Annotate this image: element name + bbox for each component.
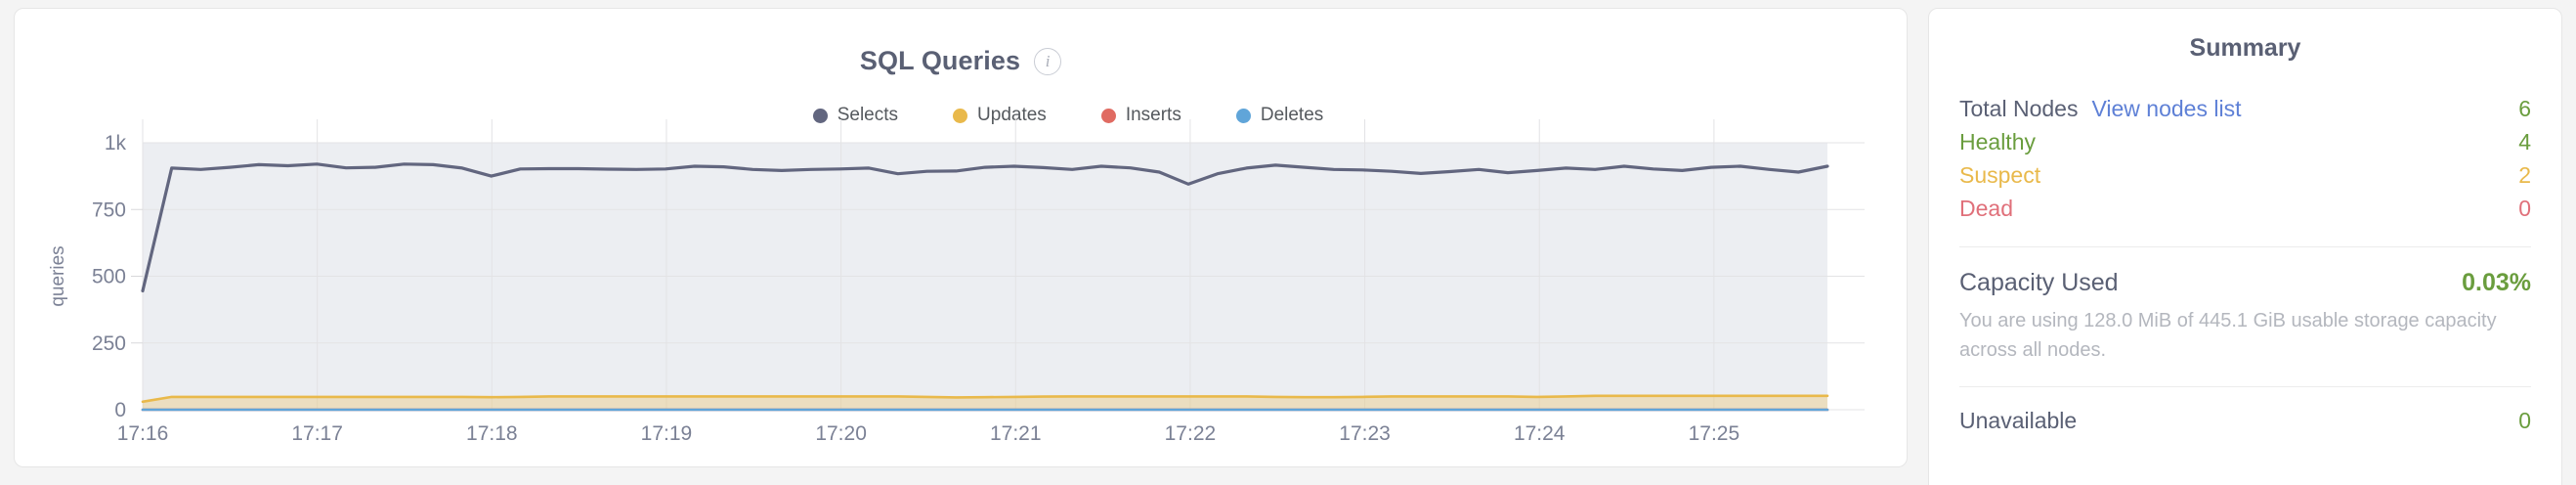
capacity-used-row: Capacity Used 0.03%	[1956, 269, 2534, 297]
x-tick-label: 17:25	[1689, 422, 1740, 445]
legend-dot-icon	[953, 108, 968, 123]
capacity-used-label: Capacity Used	[1959, 269, 2119, 296]
summary-label-dead: Dead	[1959, 196, 2013, 221]
page-title: SQL Queries	[859, 46, 1021, 75]
summary-label-healthy: Healthy	[1959, 129, 2036, 154]
capacity-used-description: You are using 128.0 MiB of 445.1 GiB usa…	[1959, 310, 2497, 361]
summary-value-dead: 0	[2518, 196, 2531, 221]
y-tick-label: 500	[92, 266, 126, 288]
sql-queries-plot[interactable]: 0 250 500 750 1k 17:16 17:17 17:18 17:19 17:20 17:…	[15, 9, 1907, 466]
y-tick-label: 1k	[105, 132, 127, 154]
x-tick-label: 17:16	[117, 422, 169, 445]
summary-label-suspect: Suspect	[1959, 162, 2041, 188]
legend-label: Selects	[837, 105, 899, 125]
y-tick-label: 250	[92, 332, 126, 355]
x-tick-label: 17:22	[1165, 422, 1217, 445]
x-tick-label: 17:23	[1339, 422, 1391, 445]
view-nodes-list-link[interactable]: View nodes list	[2091, 96, 2242, 121]
x-tick-label: 17:24	[1514, 422, 1566, 445]
summary-value-unavailable: 0	[2518, 408, 2531, 433]
legend-item-selects[interactable]: Selects	[812, 105, 899, 126]
series-area-updates	[143, 395, 1827, 410]
summary-card: Summary Total Nodes View nodes list 6 He…	[1928, 8, 2562, 485]
summary-divider-1	[1959, 246, 2531, 247]
summary-row-dead: Dead 0	[1956, 192, 2534, 225]
sql-queries-card: SQL Queries i Selects Updates Inserts Delet…	[14, 8, 1908, 467]
summary-row-healthy: Healthy 4	[1956, 125, 2534, 158]
legend-item-inserts[interactable]: Inserts	[1100, 105, 1181, 126]
y-tick-label: 750	[92, 198, 126, 221]
legend-label: Inserts	[1125, 105, 1181, 125]
summary-title: Summary	[2189, 34, 2301, 62]
legend-dot-icon	[1100, 108, 1116, 123]
x-tick-label: 17:19	[641, 422, 693, 445]
legend-item-updates[interactable]: Updates	[953, 105, 1047, 126]
summary-label-unavailable: Unavailable	[1959, 408, 2078, 433]
x-tick-label: 17:20	[815, 422, 867, 445]
info-icon[interactable]: i	[1034, 47, 1062, 75]
legend-label: Deletes	[1260, 105, 1324, 125]
legend-item-deletes[interactable]: Deletes	[1235, 105, 1324, 126]
summary-value-suspect: 2	[2518, 162, 2531, 188]
x-tick-label: 17:17	[291, 422, 343, 445]
summary-value-healthy: 4	[2518, 129, 2531, 154]
series-line-selects[interactable]	[141, 162, 1829, 293]
legend-dot-icon	[812, 108, 828, 123]
summary-divider-2	[1959, 386, 2531, 387]
legend-dot-icon	[1235, 108, 1251, 123]
summary-row-suspect: Suspect 2	[1956, 158, 2534, 192]
chart-header: SQL Queries i	[15, 46, 1907, 76]
chart-plot-area: 0 250 500 750 1k 17:16 17:17 17:18 17:19 17:20 17:…	[15, 9, 1907, 466]
x-tick-label: 17:21	[990, 422, 1042, 445]
series-line-updates[interactable]	[141, 394, 1829, 404]
summary-row-total-nodes: Total Nodes View nodes list 6	[1956, 92, 2534, 125]
summary-value-total-nodes: 6	[2518, 96, 2531, 121]
capacity-used-value: 0.03%	[2462, 269, 2531, 296]
y-axis-label: queries	[48, 245, 68, 306]
legend-label: Updates	[977, 105, 1047, 125]
x-tick-label: 17:18	[466, 422, 518, 445]
y-tick-label: 0	[114, 399, 126, 421]
summary-label-total-nodes: Total Nodes	[1959, 96, 2079, 121]
summary-row-unavailable: Unavailable 0	[1956, 408, 2534, 434]
node-status-list: Total Nodes View nodes list 6 Healthy 4 …	[1956, 92, 2534, 225]
chart-legend: Selects Updates Inserts Deletes	[15, 105, 1907, 126]
